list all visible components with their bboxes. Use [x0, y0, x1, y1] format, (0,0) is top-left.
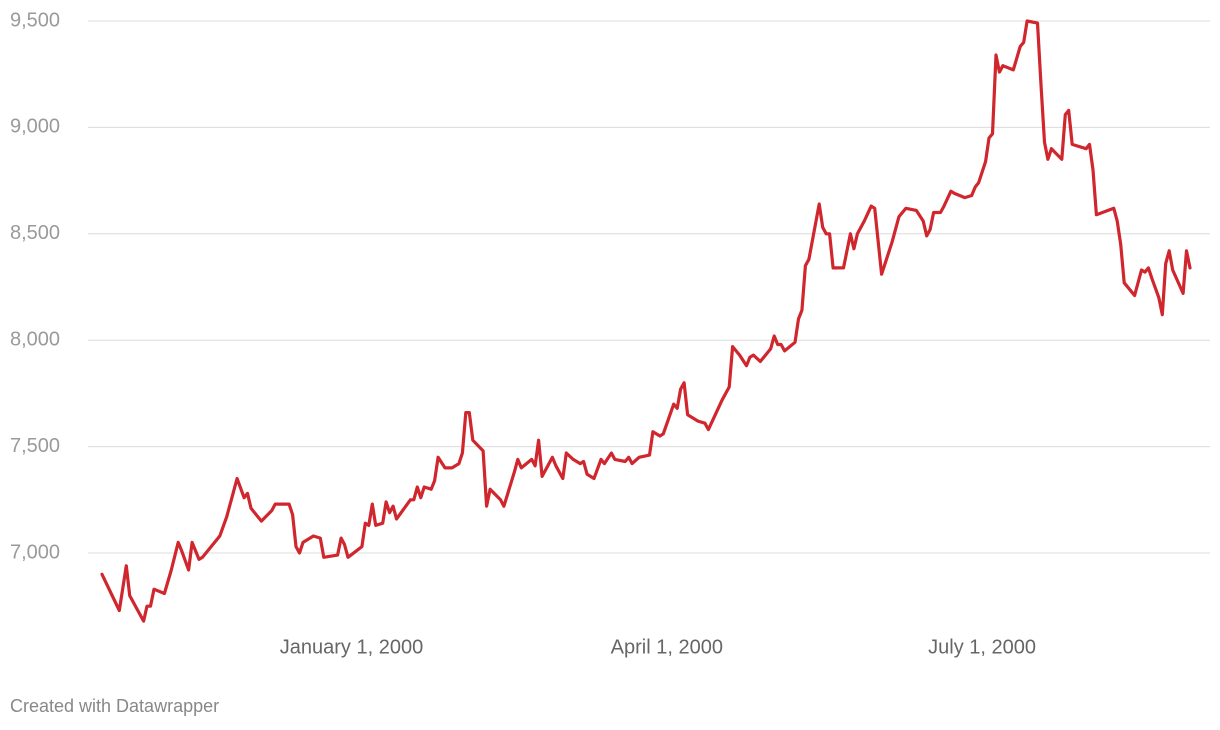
y-tick-label: 7,500 — [10, 435, 60, 457]
credit: Created with Datawrapper — [10, 696, 219, 716]
x-tick-label: January 1, 2000 — [280, 636, 423, 658]
grid: 7,000 7,500 8,000 8,500 9,000 9,500 January 1,… — [10, 9, 1210, 658]
y-tick-label: 8,500 — [10, 222, 60, 244]
plot-area — [100, 19, 1192, 623]
y-tick-label: 8,000 — [10, 328, 60, 350]
y-tick-label: 9,000 — [10, 116, 60, 138]
y-tick-label: 9,500 — [10, 9, 60, 31]
data-line — [100, 19, 1192, 623]
y-tick-label: 7,000 — [10, 541, 60, 563]
x-tick-label: July 1, 2000 — [928, 636, 1036, 658]
x-tick-label: April 1, 2000 — [611, 636, 723, 658]
